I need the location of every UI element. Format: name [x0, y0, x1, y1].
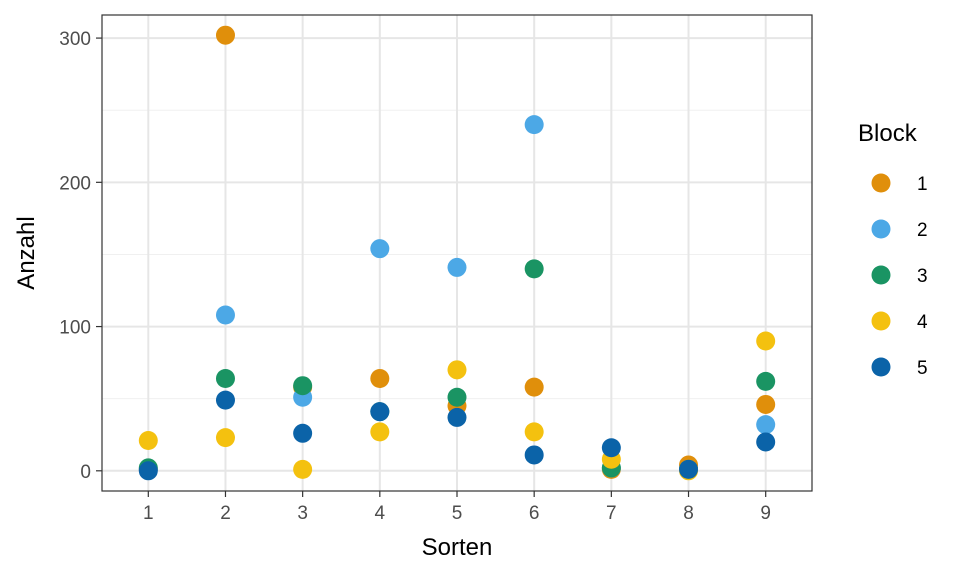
- legend-label-5: 5: [917, 358, 928, 379]
- x-axis: 1 2 3 4 5 6 7 8 9: [143, 491, 771, 524]
- point-block-5: [756, 432, 776, 452]
- legend-key-1: [871, 173, 891, 193]
- point-block-5: [370, 402, 390, 422]
- y-tick-label: 200: [59, 173, 91, 194]
- legend-key-5: [871, 357, 891, 377]
- x-tick-label: 4: [375, 503, 386, 524]
- point-block-4: [293, 459, 313, 479]
- y-tick-label: 0: [80, 462, 91, 483]
- legend-key-4: [871, 311, 891, 331]
- x-tick-label: 2: [220, 503, 231, 524]
- point-block-1: [215, 25, 235, 45]
- point-block-4: [524, 422, 544, 442]
- point-block-1: [756, 394, 776, 414]
- data-points: [138, 25, 776, 481]
- point-block-4: [138, 431, 158, 451]
- legend: Block 1 2 3 4 5: [858, 120, 928, 379]
- y-axis: 0 100 200 300: [59, 29, 102, 483]
- point-block-5: [679, 459, 699, 479]
- point-block-5: [138, 461, 158, 481]
- legend-key-2: [871, 219, 891, 239]
- x-tick-label: 6: [529, 503, 540, 524]
- x-axis-title: Sorten: [422, 534, 493, 561]
- point-block-5: [601, 438, 621, 458]
- legend-key-3: [871, 265, 891, 285]
- point-block-2: [215, 305, 235, 325]
- x-tick-label: 1: [143, 503, 154, 524]
- point-block-1: [370, 368, 390, 388]
- point-block-5: [215, 390, 235, 410]
- point-block-2: [447, 257, 467, 277]
- legend-label-1: 1: [917, 174, 928, 195]
- x-tick-label: 9: [760, 503, 771, 524]
- point-block-3: [756, 371, 776, 391]
- legend-title: Block: [858, 120, 918, 147]
- point-block-3: [293, 376, 313, 396]
- y-tick-label: 300: [59, 29, 91, 50]
- legend-label-3: 3: [917, 266, 928, 287]
- y-axis-title: Anzahl: [13, 216, 40, 289]
- point-block-4: [215, 428, 235, 448]
- x-tick-label: 7: [606, 503, 617, 524]
- x-tick-label: 3: [297, 503, 308, 524]
- point-block-4: [370, 422, 390, 442]
- legend-label-2: 2: [917, 220, 928, 241]
- point-block-5: [524, 445, 544, 465]
- x-tick-label: 8: [683, 503, 694, 524]
- point-block-3: [447, 387, 467, 407]
- point-block-5: [293, 423, 313, 443]
- x-tick-label: 5: [452, 503, 463, 524]
- point-block-2: [756, 415, 776, 435]
- point-block-2: [370, 239, 390, 259]
- legend-label-4: 4: [917, 312, 928, 333]
- point-block-5: [447, 407, 467, 427]
- point-block-3: [215, 368, 235, 388]
- point-block-3: [524, 259, 544, 279]
- point-block-4: [756, 331, 776, 351]
- y-tick-label: 100: [59, 318, 91, 339]
- point-block-1: [524, 377, 544, 397]
- point-block-2: [524, 115, 544, 135]
- point-block-4: [447, 360, 467, 380]
